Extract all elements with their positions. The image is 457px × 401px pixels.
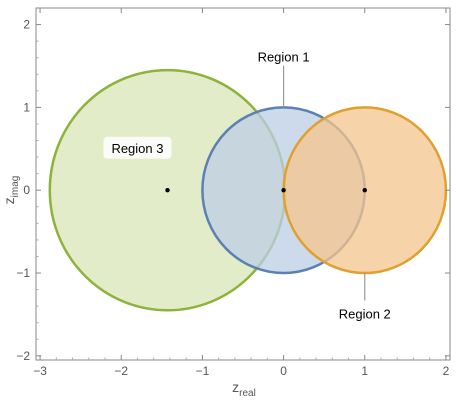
frame — [35, 7, 451, 361]
y-tick-label: −1 — [16, 266, 30, 280]
center-point — [362, 188, 367, 193]
y-tick-label: −2 — [16, 349, 30, 363]
region-label: Region 2 — [339, 306, 391, 321]
plot-frame — [35, 7, 451, 361]
annotations-layer: Region 1 Region 2 Region 3 — [103, 50, 391, 321]
y-axis-label: zimag — [1, 176, 21, 205]
x-tick-label: −2 — [114, 364, 128, 378]
y-tick-label: 2 — [23, 18, 30, 32]
points-layer — [165, 188, 367, 193]
x-tick-label: −1 — [196, 364, 210, 378]
region-label: Region 3 — [111, 141, 163, 156]
center-point — [165, 188, 170, 193]
center-point — [281, 188, 286, 193]
y-tick-label: 0 — [23, 183, 30, 197]
x-tick-label: 0 — [280, 364, 287, 378]
x-tick-label: 1 — [361, 364, 368, 378]
circles-layer — [48, 68, 448, 312]
region-label-box — [103, 136, 172, 159]
x-tick-label: 2 — [443, 364, 450, 378]
y-tick-label: 1 — [23, 100, 30, 114]
x-axis-label: zreal — [232, 379, 256, 399]
region-label: Region 1 — [258, 50, 310, 65]
x-tick-label: −3 — [33, 364, 47, 378]
